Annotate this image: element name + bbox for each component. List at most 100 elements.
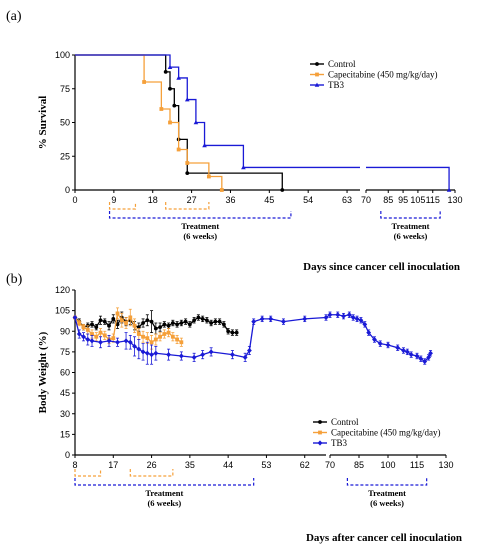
data-point: [251, 319, 257, 325]
x-axis-title: Days after cancer cell inoculation: [306, 532, 462, 544]
data-point: [166, 330, 171, 335]
data-point: [185, 171, 190, 176]
data-point: [350, 314, 356, 321]
legend-marker: [315, 62, 319, 66]
data-point: [81, 325, 86, 330]
series-line: [75, 54, 360, 169]
data-point: [323, 314, 329, 321]
data-point: [81, 334, 86, 340]
data-point: [72, 314, 78, 321]
data-point: [128, 315, 133, 320]
data-point: [98, 330, 103, 335]
data-point: [149, 340, 154, 345]
data-point: [127, 339, 133, 345]
legend-marker: [317, 440, 323, 446]
legend-marker: [318, 420, 322, 424]
treatment-label: Treatment: [392, 221, 430, 231]
legend-marker: [315, 72, 319, 77]
data-point: [149, 352, 154, 358]
y-tick-label: 105: [55, 306, 70, 316]
data-point: [268, 316, 274, 322]
data-point: [418, 356, 424, 362]
data-point: [414, 353, 420, 359]
legend-entry: TB3: [328, 80, 345, 90]
data-point: [366, 330, 372, 336]
data-point: [335, 312, 341, 318]
legend-entry: Control: [328, 59, 356, 69]
series-tb3: [75, 54, 452, 192]
data-point: [141, 321, 145, 325]
data-point: [98, 318, 103, 323]
y-tick-label: 0: [65, 185, 70, 195]
data-point: [94, 334, 99, 339]
data-point: [200, 316, 205, 321]
x-axis-title: Days since cancer cell inoculation: [303, 261, 460, 273]
data-point: [119, 318, 124, 323]
data-point: [159, 107, 164, 111]
treatment-bracket-left: [74, 469, 102, 477]
data-point: [166, 352, 171, 358]
data-point: [90, 332, 94, 336]
data-point: [184, 97, 190, 102]
y-tick-label: 75: [60, 84, 70, 94]
data-point: [85, 327, 90, 332]
legend-marker: [314, 82, 320, 87]
treatment-duration: (6 weeks): [183, 231, 217, 241]
data-point: [341, 313, 346, 319]
data-point: [221, 322, 226, 327]
treatment-annotations: Treatment(6 weeks)Treatment(6 weeks): [108, 202, 441, 241]
x-tick-label: 44: [223, 460, 233, 470]
data-point: [395, 345, 401, 351]
data-point: [247, 347, 252, 354]
data-point: [77, 321, 82, 325]
series-control: [73, 310, 239, 336]
treatment-bracket-left: [129, 469, 174, 477]
x-tick-label: 115: [426, 195, 440, 205]
x-tick-label: 63: [342, 195, 352, 205]
body-weight-chart: 0 15 30 45 60 75 90 105 120 8 17 26 35 44 53 62 70 85 100 1…: [37, 285, 462, 544]
data-point: [175, 337, 180, 342]
data-point: [158, 325, 162, 330]
data-point: [209, 321, 214, 325]
data-point: [226, 329, 231, 334]
data-point: [327, 312, 333, 318]
y-axis-title: Body Weight (%): [37, 331, 49, 413]
data-point: [213, 319, 218, 324]
panel-label-b: (b): [6, 272, 23, 287]
data-point: [422, 358, 428, 365]
x-tick-label: 53: [261, 460, 271, 470]
y-axis-title: % Survival: [37, 96, 49, 149]
data-point: [76, 331, 82, 337]
treatment-bracket-left: [74, 478, 255, 486]
data-point: [162, 332, 167, 336]
data-point: [170, 334, 175, 339]
y-tick-label: 0: [65, 450, 70, 460]
data-point: [158, 334, 162, 339]
data-point: [377, 341, 383, 347]
legend-entry: Capecitabine (450 mg/kg/day): [331, 428, 440, 438]
data-point: [132, 323, 137, 328]
data-point: [167, 64, 173, 69]
data-point: [426, 354, 431, 360]
x-tick-label: 18: [148, 195, 158, 205]
data-point: [98, 339, 103, 345]
data-point: [102, 333, 107, 338]
series-line: [366, 166, 450, 190]
data-point: [176, 75, 181, 80]
treatment-duration: (6 weeks): [394, 231, 428, 241]
data-point: [115, 339, 120, 345]
data-point: [153, 326, 158, 331]
y-tick-label: 25: [60, 151, 70, 161]
data-point: [358, 317, 364, 323]
y-tick-label: 100: [55, 50, 70, 60]
x-tick-label: 70: [361, 195, 371, 205]
data-point: [89, 338, 95, 344]
x-tick-label: 35: [185, 460, 195, 470]
data-point: [354, 316, 360, 322]
data-point: [115, 322, 120, 327]
data-point: [144, 350, 150, 356]
data-point: [217, 319, 222, 324]
